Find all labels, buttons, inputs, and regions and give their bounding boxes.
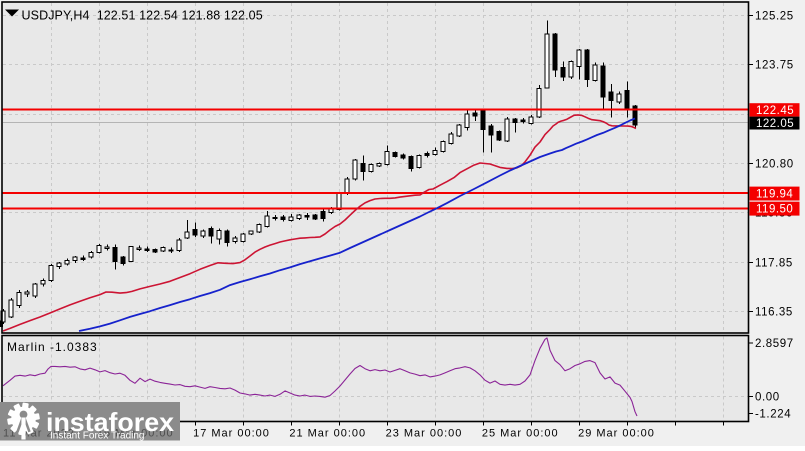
svg-text:23 Mar 00:00: 23 Mar 00:00 <box>386 428 463 440</box>
svg-text:125.25: 125.25 <box>755 11 794 23</box>
svg-text:25 Mar 00:00: 25 Mar 00:00 <box>482 428 559 440</box>
svg-text:123.75: 123.75 <box>755 60 794 72</box>
svg-text:21 Mar 00:00: 21 Mar 00:00 <box>289 428 366 440</box>
svg-text:2.8597: 2.8597 <box>755 338 794 350</box>
svg-text:29 Mar 00:00: 29 Mar 00:00 <box>578 428 655 440</box>
svg-text:Marlin -1.0383: Marlin -1.0383 <box>7 340 98 354</box>
svg-text:0.00: 0.00 <box>755 392 780 404</box>
svg-text:17 Mar 00:00: 17 Mar 00:00 <box>193 428 270 440</box>
svg-text:116.35: 116.35 <box>755 307 793 319</box>
svg-text:122.05: 122.05 <box>756 118 794 130</box>
svg-text:instaforex: instaforex <box>46 407 175 437</box>
svg-text:122.45: 122.45 <box>756 105 794 117</box>
svg-text:117.85: 117.85 <box>755 258 793 270</box>
svg-text:119.94: 119.94 <box>756 189 793 201</box>
svg-text:-1.224: -1.224 <box>755 409 791 421</box>
svg-text:119.50: 119.50 <box>756 204 793 216</box>
svg-text:120.80: 120.80 <box>755 159 794 171</box>
svg-text:USDJPY,H4 122.51 122.54 121.8: USDJPY,H4 122.51 122.54 121.88 122.05 <box>22 9 263 23</box>
svg-text:Instant Forex Trading: Instant Forex Trading <box>50 431 145 442</box>
svg-text:15 Mar 00:00: 15 Mar 00:00 <box>97 428 174 440</box>
